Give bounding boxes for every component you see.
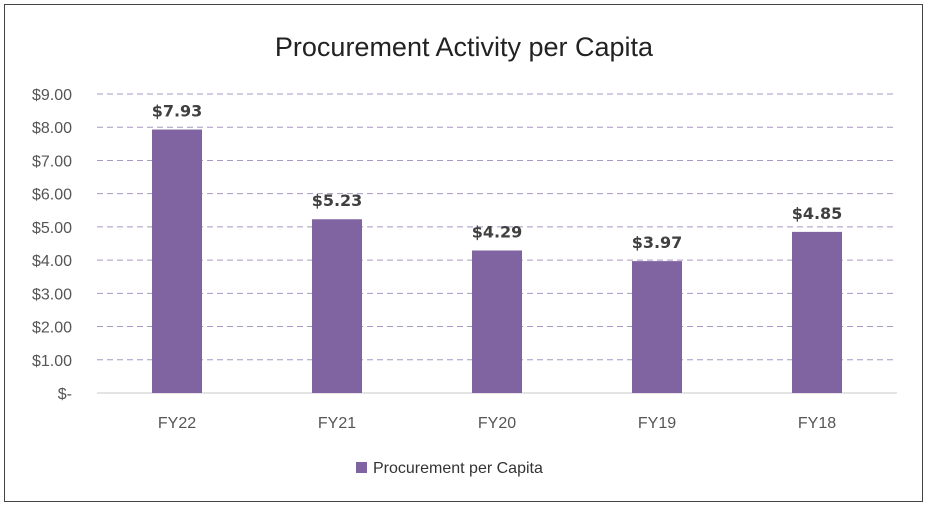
chart-title: Procurement Activity per Capita: [275, 32, 654, 62]
data-label-fy19: $3.97: [632, 233, 683, 252]
legend-label: Procurement per Capita: [373, 460, 543, 477]
x-tick-label: FY19: [638, 415, 676, 432]
y-tick-label: $5.00: [32, 220, 72, 237]
data-label-fy21: $5.23: [312, 191, 363, 210]
y-tick-label: $8.00: [32, 120, 72, 137]
bar-fy20: [472, 250, 522, 393]
bars: [152, 129, 842, 393]
y-tick-label: $-: [58, 386, 72, 403]
y-tick-label: $2.00: [32, 320, 72, 337]
y-tick-label: $3.00: [32, 286, 72, 303]
y-tick-label: $4.00: [32, 253, 72, 270]
bar-fy18: [792, 231, 842, 393]
bar-fy21: [312, 219, 362, 393]
x-tick-label: FY20: [478, 415, 516, 432]
y-tick-label: $6.00: [32, 187, 72, 204]
y-tick-label: $7.00: [32, 153, 72, 170]
bar-fy22: [152, 129, 202, 393]
y-tick-label: $1.00: [32, 353, 72, 370]
legend-swatch: [356, 462, 367, 473]
x-axis-ticks: FY22 FY21 FY20 FY19 FY18: [158, 415, 836, 432]
data-label-fy18: $4.85: [792, 204, 843, 223]
data-label-fy20: $4.29: [472, 222, 523, 241]
data-label-fy22: $7.93: [152, 102, 203, 121]
x-tick-label: FY18: [798, 415, 836, 432]
gridlines: [97, 93, 897, 394]
data-labels: $7.93 $5.23 $4.29 $3.97 $4.85: [152, 102, 843, 253]
legend: Procurement per Capita: [356, 460, 543, 477]
bar-fy19: [632, 261, 682, 393]
x-tick-label: FY22: [158, 415, 196, 432]
y-tick-label: $9.00: [32, 87, 72, 104]
y-axis-ticks: $- $1.00 $2.00 $3.00 $4.00 $5.00 $6.00 $7.00 $8.…: [32, 87, 72, 403]
x-tick-label: FY21: [318, 415, 356, 432]
